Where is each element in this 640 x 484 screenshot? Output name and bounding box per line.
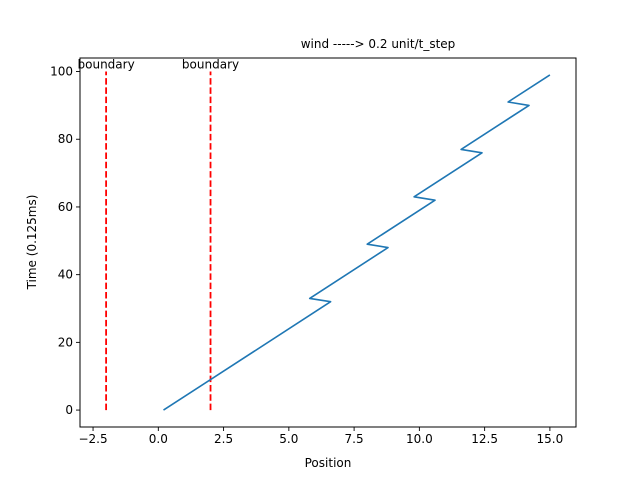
x-tick-label: 10.0 bbox=[406, 432, 433, 446]
x-tick-label: 15.0 bbox=[537, 432, 564, 446]
plot-area: boundary boundary bbox=[78, 58, 551, 411]
y-tick-label: 80 bbox=[58, 132, 73, 146]
x-tick-label: 5.0 bbox=[279, 432, 298, 446]
series-line bbox=[163, 74, 551, 411]
y-axis-label: Time (0.125ms) bbox=[25, 195, 39, 291]
y-tick-label: 0 bbox=[65, 403, 73, 417]
chart-title: wind -----> 0.2 unit/t_step bbox=[301, 37, 456, 51]
y-tick-label: 20 bbox=[58, 335, 73, 349]
y-tick-label: 40 bbox=[58, 268, 73, 282]
x-tick-label: 2.5 bbox=[214, 432, 233, 446]
x-tick-label: −2.5 bbox=[78, 432, 107, 446]
y-axis: 0 20 40 60 80 100 bbox=[50, 65, 80, 417]
x-tick-label: 0.0 bbox=[149, 432, 168, 446]
x-axis-label: Position bbox=[305, 456, 352, 470]
boundary-label: boundary bbox=[78, 58, 135, 72]
x-tick-label: 7.5 bbox=[345, 432, 364, 446]
x-axis: −2.5 0.0 2.5 5.0 7.5 10.0 12.5 15.0 bbox=[78, 427, 563, 446]
axes-frame bbox=[79, 57, 577, 428]
x-tick-label: 12.5 bbox=[471, 432, 498, 446]
y-tick-label: 60 bbox=[58, 200, 73, 214]
boundary-label: boundary bbox=[182, 58, 239, 72]
y-tick-label: 100 bbox=[50, 65, 73, 79]
